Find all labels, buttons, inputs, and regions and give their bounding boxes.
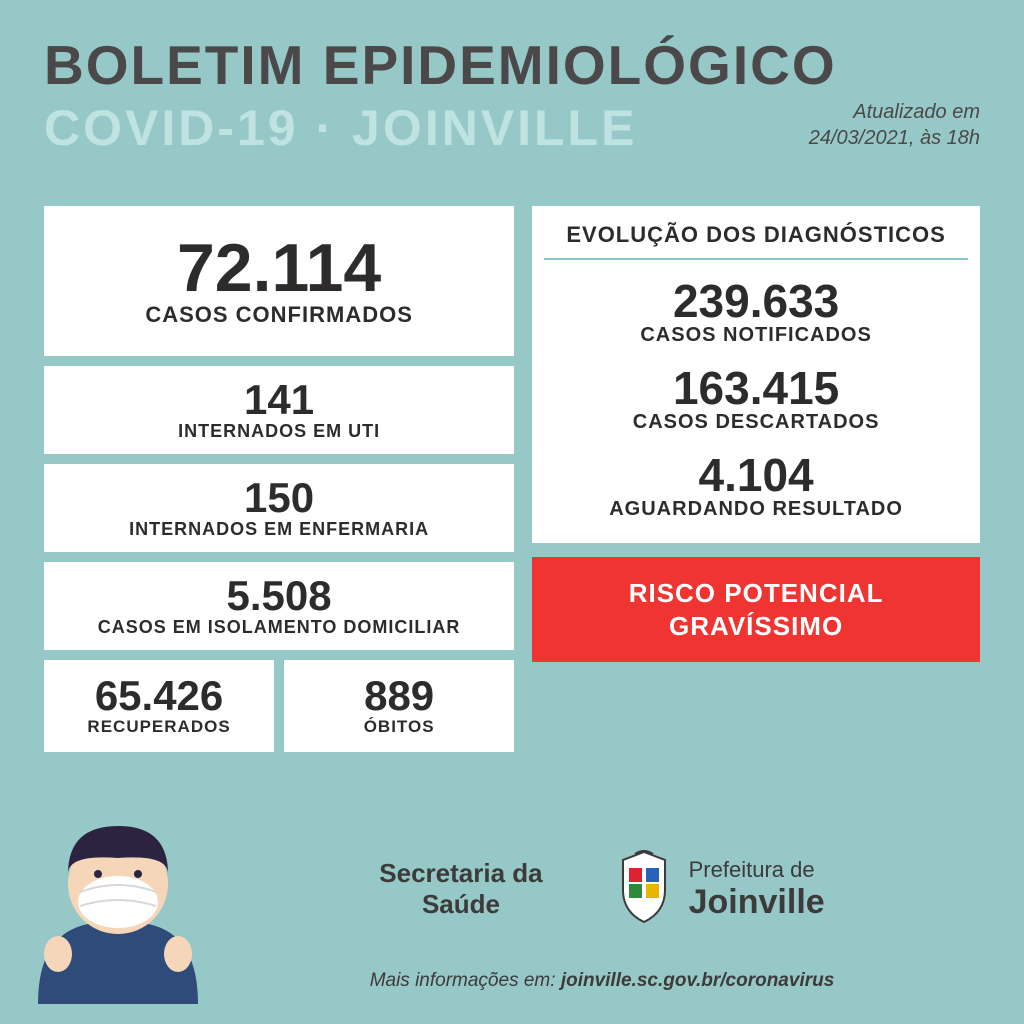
stat-value: 5.508 — [227, 575, 332, 617]
stat-label: INTERNADOS EM UTI — [178, 421, 380, 442]
stat-label: AGUARDANDO RESULTADO — [544, 498, 968, 521]
more-info-link[interactable]: joinville.sc.gov.br/coronavirus — [561, 970, 834, 991]
stat-aguardando: 4.104 AGUARDANDO RESULTADO — [544, 452, 968, 521]
stat-bottom-row: 65.426 RECUPERADOS 889 ÓBITOS — [44, 660, 514, 752]
stat-value: 65.426 — [95, 675, 223, 717]
stat-value: 239.633 — [544, 278, 968, 324]
stat-obitos: 889 ÓBITOS — [284, 660, 514, 752]
stat-value: 4.104 — [544, 452, 968, 498]
pref-line2: Joinville — [689, 883, 825, 922]
evolution-title: EVOLUÇÃO DOS DIAGNÓSTICOS — [544, 222, 968, 260]
mask-person-icon — [18, 814, 218, 1004]
stat-value: 141 — [244, 379, 314, 421]
stat-recuperados: 65.426 RECUPERADOS — [44, 660, 274, 752]
secretaria-text: Secretaria da Saúde — [379, 858, 542, 920]
subtitle: COVID-19 · JOINVILLE — [44, 99, 637, 157]
stat-value: 150 — [244, 477, 314, 519]
header: BOLETIM EPIDEMIOLÓGICO COVID-19 · JOINVI… — [0, 0, 1024, 200]
update-line1: Atualizado em — [809, 99, 980, 125]
pref-line1: Prefeitura de — [689, 857, 825, 883]
stat-enfermaria: 150 INTERNADOS EM ENFERMARIA — [44, 464, 514, 552]
stat-label: CASOS EM ISOLAMENTO DOMICILIAR — [98, 617, 461, 638]
footer: Secretaria da Saúde Prefeitura — [0, 814, 1024, 1024]
stat-value: 72.114 — [177, 234, 381, 302]
secretaria-block: Secretaria da Saúde — [379, 858, 542, 920]
stat-label: INTERNADOS EM ENFERMARIA — [129, 519, 429, 540]
stat-confirmed: 72.114 CASOS CONFIRMADOS — [44, 206, 514, 356]
stat-label: CASOS CONFIRMADOS — [145, 302, 413, 328]
stat-descartados: 163.415 CASOS DESCARTADOS — [544, 365, 968, 434]
stat-label: RECUPERADOS — [87, 717, 230, 737]
stat-label: CASOS DESCARTADOS — [544, 411, 968, 434]
stat-label: ÓBITOS — [364, 717, 435, 737]
prefeitura-text: Prefeitura de Joinville — [689, 857, 825, 922]
stat-label: CASOS NOTIFICADOS — [544, 324, 968, 347]
prefeitura-block: Prefeitura de Joinville — [613, 850, 825, 929]
stat-uti: 141 INTERNADOS EM UTI — [44, 366, 514, 454]
stat-notificados: 239.633 CASOS NOTIFICADOS — [544, 278, 968, 347]
update-timestamp: Atualizado em 24/03/2021, às 18h — [809, 99, 980, 151]
risk-line1: RISCO POTENCIAL — [542, 577, 970, 610]
bulletin-card: BOLETIM EPIDEMIOLÓGICO COVID-19 · JOINVI… — [0, 0, 1024, 1024]
panels-row: 72.114 CASOS CONFIRMADOS 141 INTERNADOS … — [0, 206, 1024, 752]
risk-line2: GRAVÍSSIMO — [542, 610, 970, 643]
left-panel: 72.114 CASOS CONFIRMADOS 141 INTERNADOS … — [44, 206, 514, 752]
right-panel: EVOLUÇÃO DOS DIAGNÓSTICOS 239.633 CASOS … — [532, 206, 980, 752]
stat-value: 163.415 — [544, 365, 968, 411]
stat-isolamento: 5.508 CASOS EM ISOLAMENTO DOMICILIAR — [44, 562, 514, 650]
crest-icon — [613, 850, 675, 929]
risk-level-box: RISCO POTENCIAL GRAVÍSSIMO — [532, 557, 980, 662]
more-info-prefix: Mais informações em: — [370, 970, 561, 991]
sec-line2: Saúde — [379, 889, 542, 920]
update-line2: 24/03/2021, às 18h — [809, 125, 980, 151]
main-title: BOLETIM EPIDEMIOLÓGICO — [44, 38, 980, 93]
stat-value: 889 — [364, 675, 434, 717]
evolution-panel: EVOLUÇÃO DOS DIAGNÓSTICOS 239.633 CASOS … — [532, 206, 980, 543]
subtitle-row: COVID-19 · JOINVILLE Atualizado em 24/03… — [44, 99, 980, 157]
sec-line1: Secretaria da — [379, 858, 542, 889]
